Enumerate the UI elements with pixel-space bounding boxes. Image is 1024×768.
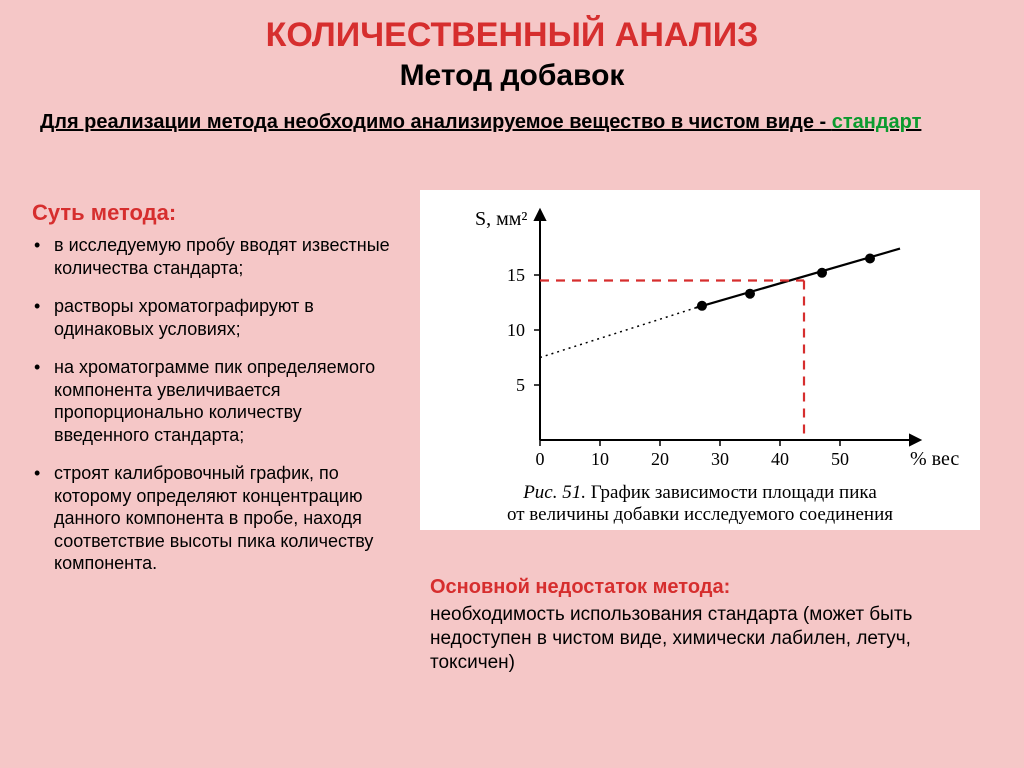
drawback-text: необходимость использования стандарта (м…: [430, 603, 985, 674]
list-item: растворы хроматографируют в одинаковых у…: [28, 295, 398, 340]
caption-prefix: Рис. 51.: [522, 482, 586, 503]
x-tick-3: 30: [711, 449, 729, 469]
method-essence-list: в исследуемую пробу вводят известные кол…: [28, 234, 398, 575]
x-tick-5: 50: [831, 449, 849, 469]
essence-heading: Суть метода:: [32, 200, 398, 226]
y-tick-0: 5: [516, 375, 525, 395]
left-column: Суть метода: в исследуемую пробу вводят …: [28, 200, 398, 591]
x-tick-1: 10: [591, 449, 609, 469]
y-tick-1: 10: [507, 320, 525, 340]
intro-line: Для реализации метода необходимо анализи…: [40, 111, 984, 134]
y-axis-label: S, мм²: [475, 208, 527, 230]
chart-svg: 0 10 20 30 40 50 5 10 15 S, мм² % вес: [420, 190, 980, 530]
intro-text: Для реализации метода необходимо анализи…: [40, 111, 832, 133]
list-item: на хроматограмме пик определяемого компо…: [28, 356, 398, 446]
page-subtitle: Метод добавок: [0, 59, 1024, 93]
drawback-block: Основной недостаток метода: необходимост…: [430, 576, 985, 674]
x-tick-4: 40: [771, 449, 789, 469]
list-item: строят калибровочный график, по которому…: [28, 462, 398, 575]
drawback-heading: Основной недостаток метода:: [430, 576, 985, 599]
extrapolation-line: [540, 306, 702, 358]
intro-standard-word: стандарт: [832, 111, 922, 133]
x-axis-label: % вес: [910, 448, 959, 470]
y-tick-2: 15: [507, 265, 525, 285]
x-tick-0: 0: [536, 449, 545, 469]
chart-container: 0 10 20 30 40 50 5 10 15 S, мм² % вес: [420, 190, 980, 530]
x-tick-2: 20: [651, 449, 669, 469]
page-title: КОЛИЧЕСТВЕННЫЙ АНАЛИЗ: [0, 0, 1024, 55]
caption-body-1: График зависимости площади пика: [586, 482, 877, 503]
chart-caption-line2: от величины добавки исследуемого соедине…: [507, 504, 893, 525]
chart-caption-line1: Рис. 51. График зависимости площади пика: [522, 482, 877, 503]
list-item: в исследуемую пробу вводят известные кол…: [28, 234, 398, 279]
